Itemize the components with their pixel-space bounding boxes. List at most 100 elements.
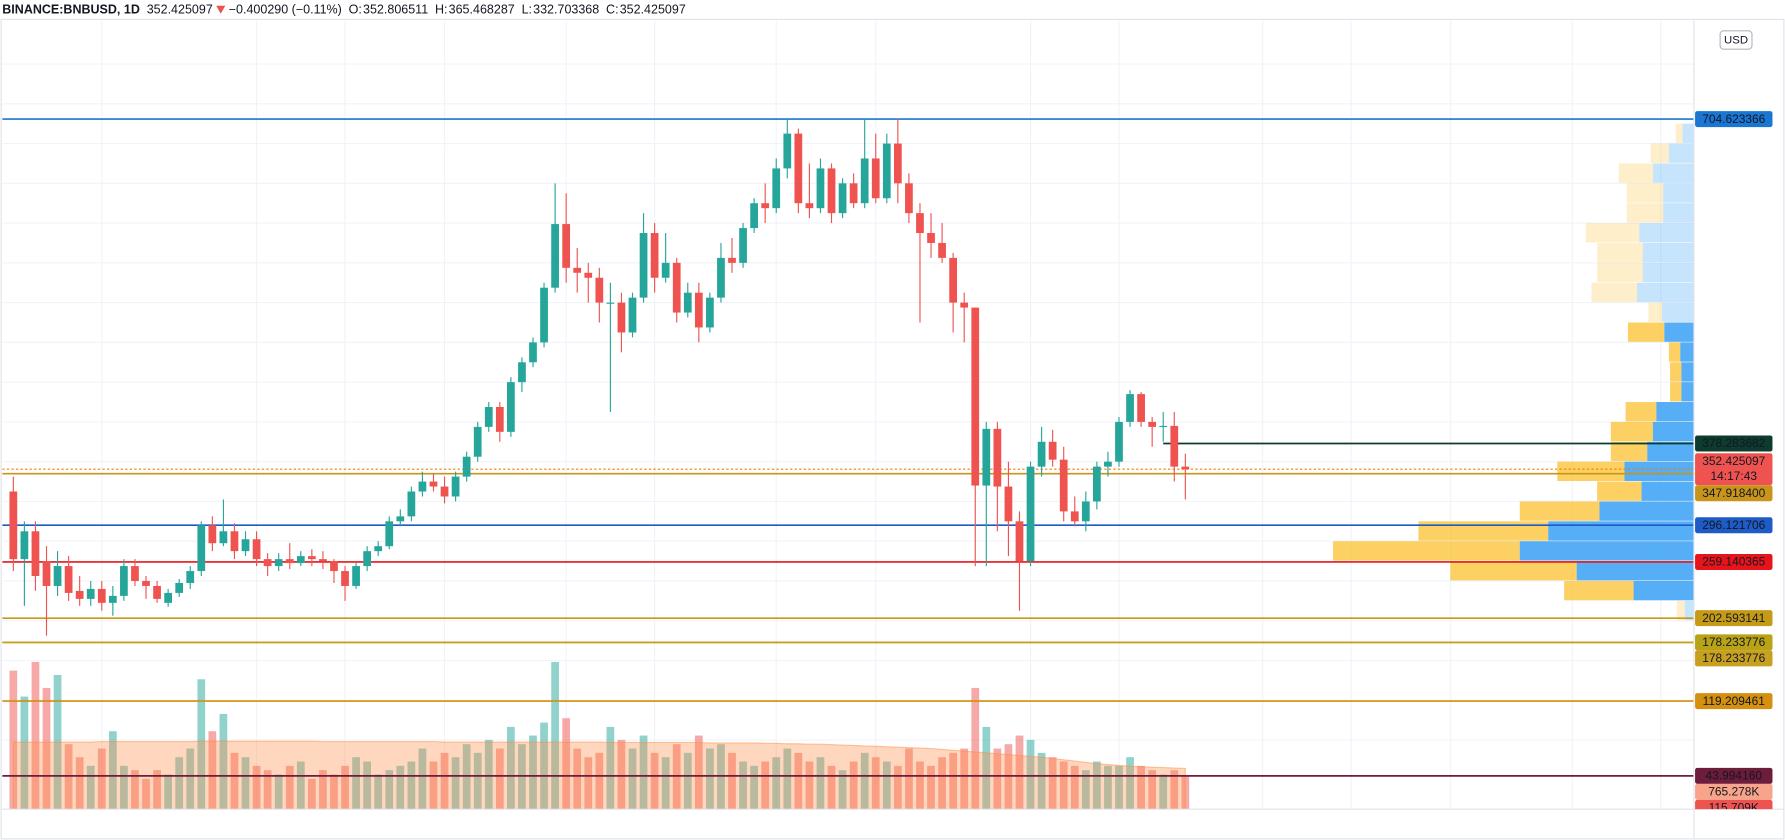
candle-body: [1126, 394, 1134, 422]
profile-up: [1663, 203, 1694, 223]
currency[interactable]: USD: [1724, 35, 1748, 47]
profile-up: [1682, 123, 1694, 143]
price-badge-label: 296.121706: [1702, 518, 1765, 532]
volume-bar: [285, 765, 294, 810]
volume-bar: [750, 765, 758, 810]
candle-body: [64, 566, 73, 593]
profile-up: [1642, 242, 1694, 263]
candle-body: [1070, 511, 1079, 522]
profile-down: [1557, 461, 1625, 481]
candle-body: [307, 556, 316, 560]
candle-body: [341, 571, 349, 586]
candle-body: [230, 531, 239, 552]
candle-body: [617, 302, 626, 333]
profile-down: [1670, 382, 1682, 402]
candle-body: [86, 588, 95, 599]
volume-bar: [816, 757, 825, 810]
candle-body: [197, 525, 206, 572]
price-badge: [1695, 453, 1773, 486]
profile-up: [1681, 362, 1694, 382]
profile-up: [1656, 402, 1694, 422]
candle-body: [529, 342, 537, 363]
volume-bar: [296, 761, 305, 810]
volume-bar: [1148, 770, 1157, 810]
profile-up: [1641, 481, 1694, 501]
candle-body: [905, 183, 913, 214]
profile-up: [1624, 461, 1694, 481]
volume-profile: [1333, 123, 1694, 621]
candle-body: [263, 559, 272, 567]
candle-body: [916, 213, 924, 234]
volume-bar: [241, 757, 250, 810]
candle-body: [219, 531, 228, 544]
price-badge-label: 765.278K: [1708, 785, 1759, 799]
profile-up: [1637, 282, 1694, 303]
candle-body: [739, 228, 747, 263]
profile-down: [1675, 123, 1683, 143]
profile-down: [1610, 441, 1648, 462]
candle-body: [131, 566, 139, 581]
profile-down: [1597, 262, 1643, 283]
candle-body: [1004, 486, 1013, 522]
candle-body: [805, 203, 814, 209]
volume-bar: [120, 765, 128, 810]
profile-up: [1663, 183, 1694, 203]
currency-button[interactable]: [1719, 30, 1753, 50]
volume-bar: [639, 735, 648, 810]
volume-bar: [219, 713, 228, 810]
candle-body: [993, 428, 1002, 487]
candle-body: [374, 546, 383, 552]
ohlc-value: 352.425097: [620, 3, 686, 17]
volume-bar: [86, 765, 95, 810]
volume-bar: [20, 696, 29, 810]
volume-bar: [1093, 761, 1101, 810]
candle-body: [573, 267, 582, 273]
profile-down: [1450, 561, 1577, 581]
volume-bar: [197, 679, 206, 810]
candle-body: [871, 158, 880, 199]
volume-bar: [440, 752, 449, 810]
candle-body: [982, 428, 991, 486]
volume-bar: [849, 761, 858, 810]
profile-up: [1664, 322, 1694, 342]
candle-body: [1170, 425, 1179, 467]
price-badge-label: 378.283682: [1702, 436, 1765, 450]
volume-bar: [805, 761, 814, 810]
candle-body: [175, 582, 184, 593]
candle-body: [717, 257, 725, 298]
volume-bar: [341, 765, 349, 810]
candle-body: [728, 257, 736, 263]
price-badge: [1695, 111, 1773, 128]
volume-bar: [108, 731, 117, 810]
candle-body: [1181, 466, 1190, 470]
candle-body: [650, 233, 659, 278]
candle-body: [639, 233, 648, 298]
candle-body: [495, 407, 504, 432]
volume-bar: [562, 718, 571, 810]
candle-body: [949, 257, 958, 303]
ohlc-value: 332.703368: [533, 3, 599, 17]
volume-bar: [495, 748, 504, 810]
volume-bar: [142, 778, 150, 810]
volume-bar: [893, 765, 902, 810]
profile-up: [1652, 163, 1694, 183]
volume-bar: [1126, 757, 1134, 810]
price-badge-label: 119.209461: [1703, 694, 1766, 708]
profile-up: [1652, 421, 1694, 442]
volume-bar: [1015, 735, 1024, 810]
profile-up: [1599, 501, 1694, 521]
profile-down: [1625, 402, 1657, 422]
candle-body: [142, 580, 150, 586]
profile-up: [1684, 600, 1694, 621]
volume-bar: [307, 778, 316, 810]
candle-body: [1015, 521, 1024, 562]
profile-down: [1585, 223, 1640, 243]
volume-bar: [186, 748, 195, 810]
volume-bar: [584, 757, 593, 810]
profile-down: [1610, 421, 1653, 442]
volume-bar: [905, 748, 913, 810]
candle-body: [75, 590, 84, 599]
candle-body: [927, 233, 935, 243]
volume-bar: [650, 752, 659, 810]
candle-body: [960, 302, 969, 308]
